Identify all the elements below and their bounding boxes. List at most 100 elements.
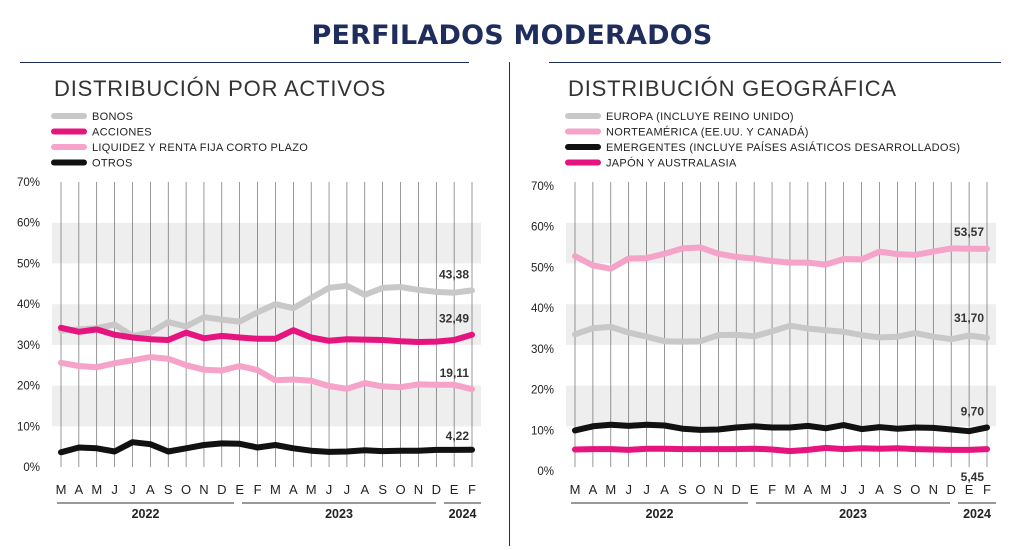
x-tick-label-activos-18: S: [378, 482, 387, 497]
end-label-activos-2: 19,11: [440, 366, 470, 380]
x-tick-label-activos-9: D: [217, 482, 226, 497]
series-line-geografica-1: [572, 244, 990, 272]
panel-title-geografica: DISTRIBUCIÓN GEOGRÁFICA: [568, 76, 897, 101]
y-tick-label-geografica-2: 20%: [531, 385, 554, 397]
legend-label-activos-2: LIQUIDEZ Y RENTA FIJA CORTO PLAZO: [92, 142, 308, 154]
x-tick-label-activos-22: E: [450, 482, 459, 497]
x-tick-label-activos-5: A: [146, 482, 155, 497]
x-tick-label-geografica-11: F: [768, 482, 776, 497]
x-tick-label-geografica-8: N: [714, 482, 723, 497]
x-tick-label-activos-23: F: [468, 482, 476, 497]
title-rule-left: [20, 62, 469, 63]
x-tick-label-activos-15: J: [326, 482, 333, 497]
plot-band-geografica-2: [566, 344, 996, 386]
x-tick-label-activos-6: S: [164, 482, 173, 497]
year-label-activos-0: 2022: [132, 507, 160, 521]
y-tick-label-geografica-5: 50%: [531, 262, 554, 274]
x-tick-label-activos-20: N: [414, 482, 423, 497]
x-tick-label-geografica-19: O: [910, 482, 920, 497]
x-tick-label-geografica-1: A: [589, 482, 598, 497]
y-tick-label-geografica-6: 60%: [531, 222, 554, 234]
x-tick-label-activos-11: F: [254, 482, 262, 497]
x-tick-label-activos-3: J: [111, 482, 118, 497]
x-tick-label-geografica-5: A: [660, 482, 669, 497]
end-label-activos-0: 43,38: [439, 267, 469, 281]
x-tick-label-geografica-20: N: [929, 482, 938, 497]
x-tick-label-geografica-21: D: [946, 482, 955, 497]
legend-label-activos-3: OTROS: [92, 158, 133, 170]
legend-label-geografica-3: JAPÓN Y AUSTRALASIA: [606, 157, 737, 170]
x-tick-label-geografica-13: A: [804, 482, 813, 497]
panel-title-activos: DISTRIBUCIÓN POR ACTIVOS: [54, 76, 386, 101]
year-label-geografica-2: 2024: [963, 507, 991, 521]
end-label-geografica-2: 9,70: [961, 405, 985, 419]
end-label-activos-3: 4,22: [446, 429, 470, 443]
x-tick-label-geografica-23: F: [983, 482, 991, 497]
x-tick-label-geografica-16: J: [858, 482, 865, 497]
x-tick-label-geografica-15: J: [840, 482, 847, 497]
panel-divider: [509, 62, 510, 546]
x-tick-label-activos-16: J: [344, 482, 351, 497]
y-tick-label-geografica-0: 0%: [537, 466, 554, 478]
plot-band-activos-5: [52, 222, 481, 264]
x-tick-label-activos-8: N: [199, 482, 208, 497]
y-tick-label-activos-6: 60%: [17, 218, 40, 230]
legend-label-activos-1: ACCIONES: [92, 127, 152, 139]
end-label-activos-1: 32,49: [439, 312, 469, 326]
x-tick-label-geografica-7: O: [695, 482, 705, 497]
legend-label-geografica-2: EMERGENTES (INCLUYE PAÍSES ASIÁTICOS DES…: [606, 141, 960, 154]
x-tick-label-geografica-4: J: [643, 482, 650, 497]
title-rule-right: [549, 62, 1001, 63]
series-line-geografica-3: [572, 444, 990, 455]
plot-band-activos-2: [52, 344, 481, 386]
plot-band-geografica-4: [566, 263, 996, 305]
y-tick-label-activos-0: 0%: [23, 462, 40, 474]
series-line-geografica-0: [572, 322, 990, 345]
plot-band-activos-4: [52, 263, 481, 305]
y-tick-label-activos-4: 40%: [17, 299, 40, 311]
plot-band-geografica-1: [566, 385, 996, 427]
y-tick-label-activos-1: 10%: [17, 421, 40, 433]
legend-label-geografica-0: EUROPA (INCLUYE REINO UNIDO): [606, 111, 794, 123]
series-line-activos-3: [58, 439, 475, 456]
y-tick-label-activos-2: 20%: [17, 381, 40, 393]
x-tick-label-activos-10: E: [235, 482, 244, 497]
legend-label-geografica-1: NORTEAMÉRICA (EE.UU. Y CANADÁ): [606, 126, 809, 139]
y-tick-label-geografica-4: 40%: [531, 303, 554, 315]
x-tick-label-activos-1: A: [75, 482, 84, 497]
y-tick-label-geografica-1: 10%: [531, 425, 554, 437]
series-line-activos-2: [58, 354, 475, 393]
series-line-geografica-2: [572, 421, 990, 435]
x-tick-label-activos-14: M: [306, 482, 317, 497]
y-tick-label-activos-3: 30%: [17, 340, 40, 352]
x-tick-label-geografica-2: M: [605, 482, 616, 497]
x-tick-label-geografica-12: M: [785, 482, 796, 497]
legend-label-activos-0: BONOS: [92, 111, 133, 123]
end-label-geografica-1: 53,57: [954, 225, 984, 239]
x-tick-label-activos-17: A: [360, 482, 369, 497]
x-tick-label-geografica-6: S: [678, 482, 687, 497]
year-label-geografica-0: 2022: [646, 507, 674, 521]
y-tick-label-activos-7: 70%: [17, 177, 40, 189]
y-tick-label-geografica-3: 30%: [531, 344, 554, 356]
plot-band-geografica-3: [566, 304, 996, 345]
x-tick-label-geografica-18: S: [893, 482, 902, 497]
y-tick-label-activos-5: 50%: [17, 258, 40, 270]
plot-band-geografica-6: [566, 182, 996, 223]
plot-band-activos-6: [52, 182, 481, 223]
year-label-activos-1: 2023: [325, 507, 353, 521]
series-line-activos-1: [58, 324, 475, 345]
plot-band-activos-1: [52, 385, 481, 427]
year-label-geografica-1: 2023: [839, 507, 867, 521]
x-tick-label-activos-13: A: [289, 482, 298, 497]
x-tick-label-activos-21: D: [432, 482, 441, 497]
x-tick-label-activos-0: M: [56, 482, 67, 497]
x-tick-label-geografica-17: A: [875, 482, 884, 497]
x-tick-label-activos-19: O: [395, 482, 405, 497]
x-tick-label-geografica-0: M: [570, 482, 581, 497]
y-tick-label-geografica-7: 70%: [531, 181, 554, 193]
year-label-activos-2: 2024: [449, 507, 477, 521]
x-tick-label-geografica-3: J: [625, 482, 632, 497]
x-tick-label-geografica-22: E: [965, 482, 974, 497]
